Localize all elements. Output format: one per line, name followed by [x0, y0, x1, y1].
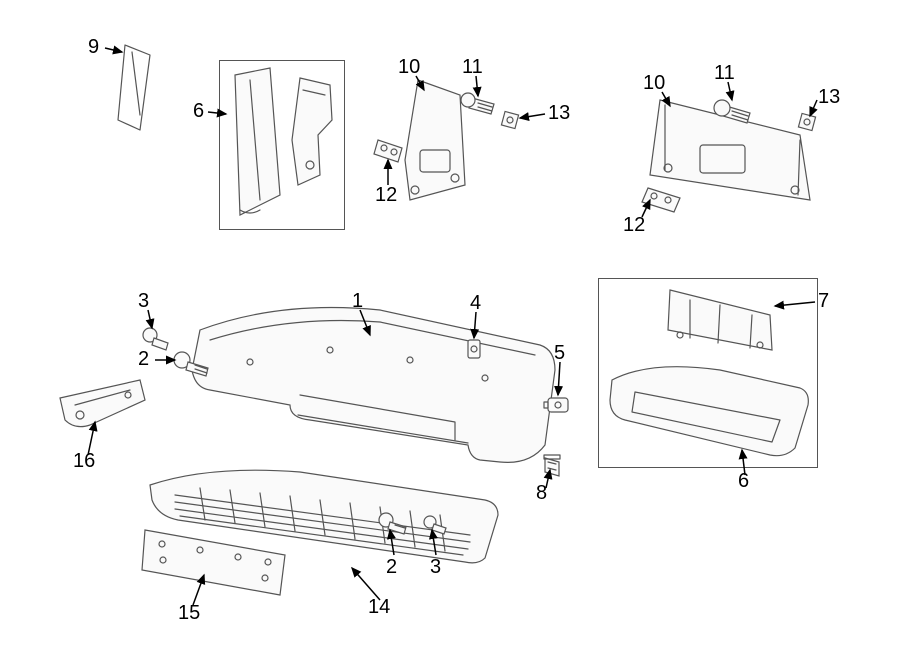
part-13a-nut	[501, 111, 518, 128]
label-13a: 13	[548, 102, 570, 125]
part-8-nut-clip	[544, 455, 560, 476]
part-1-upper-bumper	[192, 308, 555, 463]
label-7: 7	[818, 290, 829, 313]
part-12b-spacer	[642, 188, 680, 212]
label-1: 1	[352, 290, 363, 313]
label-4: 4	[470, 292, 481, 315]
part-6a-bracket	[292, 78, 332, 185]
label-3b: 3	[430, 556, 441, 579]
label-8: 8	[536, 482, 547, 505]
part-6b-trim-panel	[610, 367, 808, 456]
part-4-clip	[468, 340, 480, 358]
label-13b: 13	[818, 86, 840, 109]
part-15-plate	[142, 530, 285, 595]
parts-svg	[0, 0, 900, 662]
label-5: 5	[554, 342, 565, 365]
parts-diagram: 1 2 2 3 3 4 5 6 6 7 8 9 10 10 11 11 12 1…	[0, 0, 900, 662]
label-3a: 3	[138, 290, 149, 313]
label-16: 16	[73, 450, 95, 473]
label-10a: 10	[398, 56, 420, 79]
part-5-retainer	[544, 398, 568, 412]
part-16-support	[60, 380, 145, 427]
part-10a-bracket	[405, 80, 465, 200]
part-13b-nut	[798, 113, 815, 130]
part-3a-bolt	[143, 328, 168, 350]
part-7-bracket	[668, 290, 772, 350]
part-6a-trim	[235, 68, 280, 215]
label-2a: 2	[138, 348, 149, 371]
label-12a: 12	[375, 184, 397, 207]
label-9: 9	[88, 36, 99, 59]
label-6b: 6	[738, 470, 749, 493]
label-10b: 10	[643, 72, 665, 95]
part-11a-bolt	[461, 93, 494, 114]
label-12b: 12	[623, 214, 645, 237]
part-12a-spacer	[374, 140, 402, 162]
label-11b: 11	[714, 62, 735, 85]
part-9-side-strip	[118, 45, 150, 130]
label-11a: 11	[462, 56, 483, 79]
label-15: 15	[178, 602, 200, 625]
label-14: 14	[368, 596, 390, 619]
label-6a: 6	[193, 100, 204, 123]
label-2b: 2	[386, 556, 397, 579]
